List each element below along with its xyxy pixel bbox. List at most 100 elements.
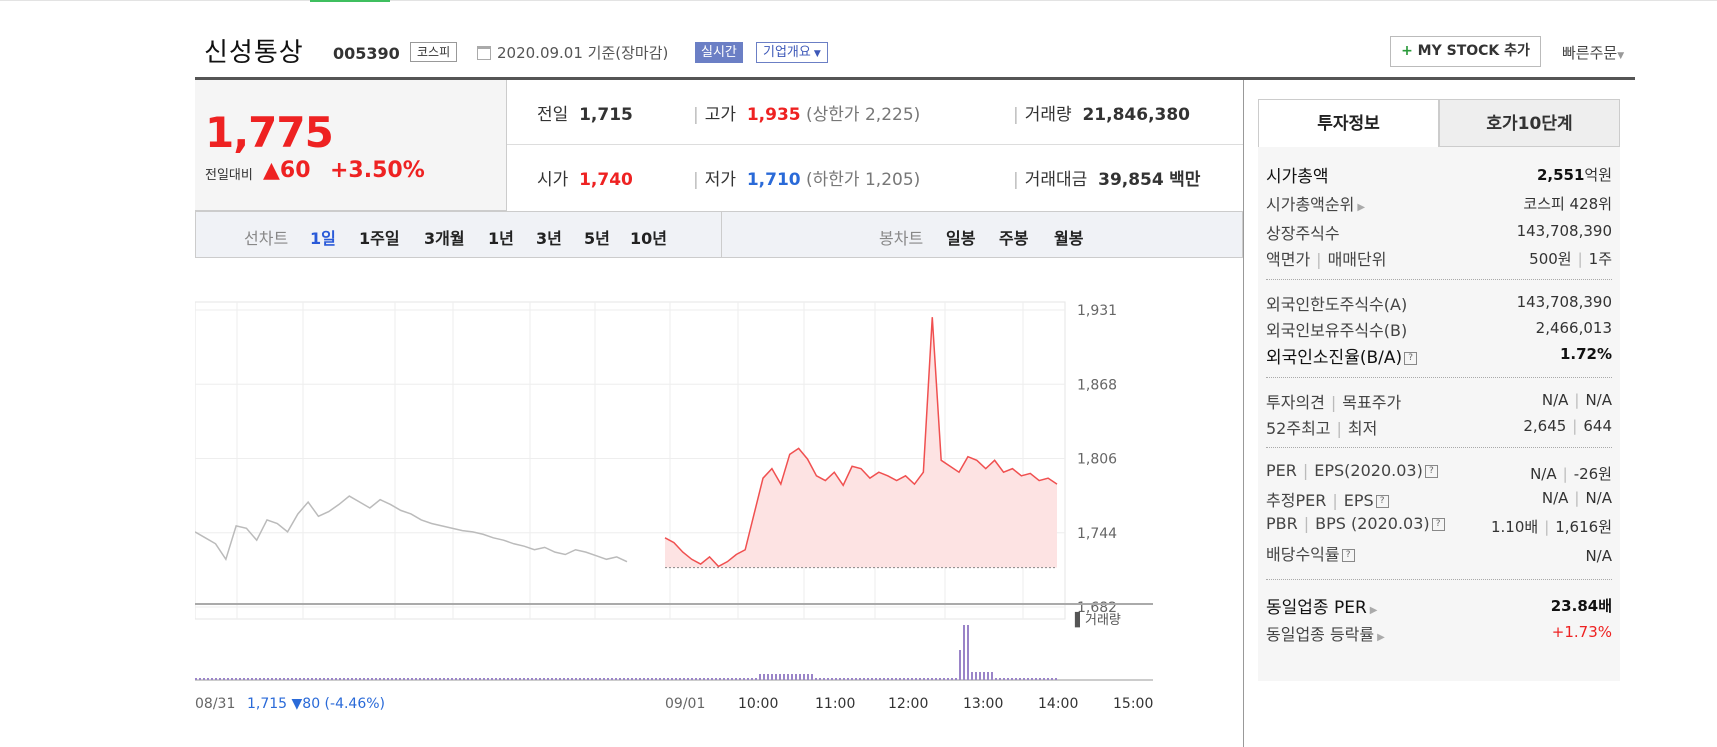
face-value: 500원: [1529, 250, 1572, 268]
volume-bar: [983, 672, 985, 680]
x-tick-label: 15:00: [1113, 696, 1153, 712]
volume-bar: [231, 678, 233, 680]
volume-bar: [547, 678, 549, 680]
chevron-right-icon: ▶: [1357, 202, 1366, 213]
low-price: | 저가 1,710 (하한가 1,205): [693, 170, 921, 190]
panel-divider: [1243, 80, 1244, 747]
volume-bar: [443, 678, 445, 680]
upper-limit: (상한가 2,225): [806, 105, 921, 125]
volume-bar: [883, 678, 885, 680]
help-icon[interactable]: ?: [1424, 465, 1438, 478]
volume-bar: [499, 678, 501, 680]
volume-bar: [591, 678, 593, 680]
help-icon[interactable]: ?: [1341, 549, 1355, 562]
candle-weekly[interactable]: 주봉: [999, 229, 1029, 248]
period-1w[interactable]: 1주일: [359, 229, 400, 248]
row-sector-per[interactable]: 동일업종 PER ▶ 23.84배: [1266, 593, 1612, 619]
volume-bar: [627, 678, 629, 680]
realtime-button[interactable]: 실시간: [695, 42, 743, 63]
volume-bar: [995, 678, 997, 680]
volume-bar: [835, 678, 837, 680]
high52-label: 52주최고: [1266, 419, 1331, 438]
volume-bar: [979, 672, 981, 680]
corp-overview-dropdown[interactable]: 기업개요 ▼: [756, 42, 828, 63]
candle-monthly[interactable]: 월봉: [1054, 229, 1084, 248]
volume-bar: [991, 672, 993, 680]
date-text: 2020.09.01 기준(장마감): [497, 44, 669, 62]
volume-bar: [819, 678, 821, 680]
volume-bar: [695, 678, 697, 680]
side-panel: 투자정보 호가10단계 시가총액 2,551억원 시가총액순위 ▶ 코스피 428위 …: [1258, 99, 1620, 681]
period-10y[interactable]: 10년: [630, 229, 667, 248]
row-listed-shares: 상장주식수 143,708,390: [1266, 220, 1612, 246]
x-tick-label: 09/01: [665, 696, 705, 712]
candle-daily[interactable]: 일봉: [946, 229, 976, 248]
volume-bar: [511, 678, 513, 680]
row-foreign-ratio: 외국인소진율(B/A)? 1.72%: [1266, 343, 1612, 369]
volume-bar: [987, 672, 989, 680]
y-tick-label: 1,744: [1077, 526, 1117, 542]
volume-bar: [1031, 678, 1033, 680]
series-today-line: [664, 317, 1058, 568]
volume-bar: [623, 678, 625, 680]
volume-bar: [299, 678, 301, 680]
prev-close: 전일 1,715: [537, 100, 633, 125]
est-eps-value: N/A: [1585, 489, 1612, 507]
volume-bar: [219, 678, 221, 680]
period-3m[interactable]: 3개월: [424, 229, 465, 248]
add-mystock-button[interactable]: + MY STOCK 추가: [1390, 36, 1541, 67]
volume-bar: [275, 678, 277, 680]
volume-bar: [403, 678, 405, 680]
pbr-value: 1.10배: [1490, 518, 1539, 536]
active-tab-indicator: [310, 0, 390, 2]
row-52week: 52주최고 | 최저 2,645 | 644: [1266, 417, 1612, 438]
volume-bar: [383, 678, 385, 680]
period-5y[interactable]: 5년: [584, 229, 610, 248]
high-value: 1,935: [746, 105, 801, 125]
row-sector-change[interactable]: 동일업종 등락률 ▶ +1.73%: [1266, 621, 1612, 647]
foreign-limit-label: 외국인한도주식수(A): [1266, 295, 1408, 314]
volume-bar: [679, 678, 681, 680]
period-3y[interactable]: 3년: [536, 229, 562, 248]
volume-bar: [471, 678, 473, 680]
volume-bar: [255, 678, 257, 680]
volume-bar: [955, 678, 957, 680]
row-est-per: 추정PER | EPS? N/A | N/A: [1266, 489, 1612, 510]
volume-bar: [851, 678, 853, 680]
volume-bar: [527, 678, 529, 680]
low52-value: 644: [1583, 417, 1612, 435]
foreign-hold-value: 2,466,013: [1535, 319, 1612, 337]
volume-bar: [283, 678, 285, 680]
quick-order-dropdown[interactable]: 빠른주문▼: [1562, 42, 1624, 63]
volume-bar: [999, 678, 1001, 680]
bps-label: BPS (2020.03): [1315, 514, 1430, 533]
volume-bar: [439, 678, 441, 680]
corp-overview-label: 기업개요: [763, 45, 811, 60]
volume-bar: [515, 678, 517, 680]
volume-bar: [351, 678, 353, 680]
help-icon[interactable]: ?: [1404, 351, 1418, 365]
target-value: N/A: [1585, 391, 1612, 409]
tab-invest-info[interactable]: 투자정보: [1258, 99, 1439, 147]
volume-bar: [459, 678, 461, 680]
period-1d[interactable]: 1일: [310, 229, 336, 248]
volume-bar: [279, 678, 281, 680]
tab-quote-10[interactable]: 호가10단계: [1439, 99, 1620, 147]
period-1y[interactable]: 1년: [488, 229, 514, 248]
stock-code: 005390: [333, 44, 400, 63]
foreign-limit-value: 143,708,390: [1516, 293, 1612, 311]
volume-bar: [951, 678, 953, 680]
volume-bar: [375, 678, 377, 680]
volume-bar: [339, 678, 341, 680]
help-icon[interactable]: ?: [1375, 495, 1389, 508]
volume-bar: [631, 678, 633, 680]
volume-bar: [271, 678, 273, 680]
low-value: 1,710: [746, 170, 801, 190]
help-icon[interactable]: ?: [1431, 518, 1445, 531]
volume-bar: [455, 678, 457, 680]
section-divider: [1266, 377, 1612, 378]
volume-bar: [519, 678, 521, 680]
volume-bar: [435, 678, 437, 680]
row-market-cap-rank[interactable]: 시가총액순위 ▶ 코스피 428위: [1266, 191, 1612, 217]
